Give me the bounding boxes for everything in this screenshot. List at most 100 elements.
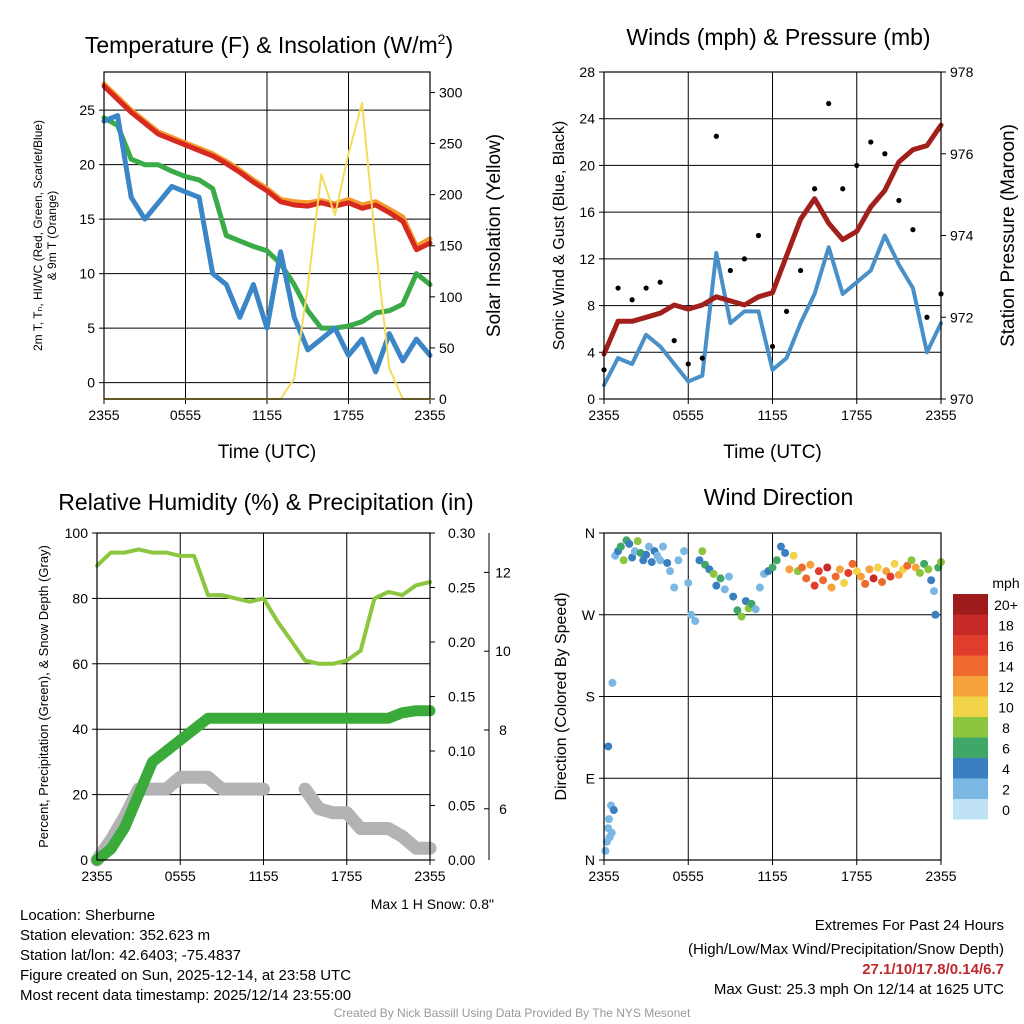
direction-point	[601, 846, 610, 855]
y2-tick-label: 50	[439, 340, 455, 356]
y2-tick-label: 0.05	[448, 798, 475, 814]
direction-point	[642, 550, 651, 559]
chart-title: Winds (mph) & Pressure (mb)	[626, 24, 930, 50]
y-tick-label: 24	[579, 111, 595, 127]
y-tick-label: 5	[87, 320, 95, 336]
direction-point	[927, 576, 936, 585]
gust-point	[826, 100, 832, 107]
station-info: Location: Sherburne Station elevation: 3…	[20, 906, 351, 1006]
direction-point	[890, 559, 899, 568]
panel-winds: 0 4 8 12 16 20 24 28 970 972 974 976 978 2355 0555 1155…	[551, 24, 1019, 463]
series-station-pressure	[601, 122, 944, 357]
y3-tick-label: 10	[495, 643, 511, 659]
direction-point	[755, 583, 764, 592]
y-tick-label: 16	[579, 204, 595, 220]
direction-point	[737, 612, 746, 621]
colorbar-label: 8	[1002, 720, 1010, 736]
gust-point	[910, 227, 916, 233]
x-tick-label: 1755	[841, 868, 872, 884]
direction-point	[709, 569, 718, 578]
direction-point	[814, 567, 823, 576]
direction-point	[831, 572, 840, 581]
direction-point	[835, 565, 844, 574]
direction-point	[698, 547, 707, 556]
y2-tick-label: 0.20	[448, 634, 475, 650]
y2-tick-label: 978	[950, 64, 974, 80]
x-tick-label: 1755	[841, 407, 872, 423]
gust-point	[868, 139, 874, 145]
extremes-values: 27.1/10/17.8/0.14/6.7	[862, 961, 1004, 978]
extremes-panel: Extremes For Past 24 Hours (High/Low/Max…	[688, 916, 1004, 1000]
colorbar-label: 18	[998, 618, 1014, 634]
y-tick-label: 60	[72, 656, 88, 672]
direction-point	[785, 565, 794, 574]
direction-point	[869, 574, 878, 583]
direction-point	[695, 556, 704, 565]
series-precipitation	[91, 705, 436, 866]
direction-point	[720, 585, 729, 594]
max-hourly-snow: Max 1 H Snow: 0.8"	[370, 896, 494, 912]
direction-point	[604, 815, 613, 824]
direction-point	[607, 828, 616, 837]
colorbar-label: 16	[998, 638, 1014, 654]
gust-point	[657, 279, 663, 285]
gust-point	[713, 133, 719, 139]
series-2m-t	[101, 83, 433, 253]
colorbar-swatch	[953, 594, 988, 615]
y-axis-label-2: & 9m T (Orange)	[45, 191, 59, 281]
y2-tick-label: 974	[950, 228, 974, 244]
series-hi-wc	[101, 113, 433, 375]
direction-point	[878, 578, 887, 587]
y-tick-label: 0	[87, 375, 95, 391]
y-tick-label: 40	[72, 721, 88, 737]
direction-point	[789, 551, 798, 560]
direction-point	[633, 537, 642, 546]
y2-tick-label: 0.10	[448, 743, 475, 759]
x-tick-label: 0555	[673, 407, 704, 423]
colorbar-swatch	[953, 778, 988, 799]
x-tick-label: 2355	[414, 407, 445, 423]
x-tick-label: 1155	[757, 868, 787, 884]
chart-title: Wind Direction	[704, 484, 854, 510]
direction-point	[625, 539, 634, 548]
direction-point	[819, 576, 828, 585]
direction-point	[886, 572, 895, 581]
direction-point	[823, 563, 832, 572]
x-tick-label: 1155	[757, 407, 787, 423]
colorbar-label: 14	[998, 659, 1014, 675]
y-tick-label: 10	[79, 266, 95, 282]
y-tick-label: W	[582, 607, 596, 623]
y3-tick-label: 6	[499, 801, 507, 817]
direction-point	[616, 542, 625, 551]
y-tick-label: 28	[579, 64, 595, 80]
x-tick-label: 0555	[165, 868, 196, 884]
x-tick-label: 2355	[414, 868, 445, 884]
y2-tick-label: 0	[439, 391, 447, 407]
colorbar-swatch	[953, 737, 988, 758]
x-tick-label: 1755	[333, 407, 364, 423]
y2-axis-label: Solar Insolation (Yellow)	[484, 134, 505, 337]
direction-point	[802, 574, 811, 583]
x-tick-label: 0555	[170, 407, 201, 423]
y-tick-label: 20	[579, 157, 595, 173]
plot-border	[103, 71, 431, 400]
gust-point	[685, 361, 691, 367]
series-relative-humidity	[95, 547, 432, 666]
y2-tick-label: 250	[439, 136, 463, 152]
y2-tick-label: 200	[439, 187, 463, 203]
direction-point	[911, 563, 920, 572]
colorbar-swatch	[953, 696, 988, 717]
direction-point	[840, 578, 849, 587]
y-tick-label: 80	[72, 590, 88, 606]
extremes-title: Extremes For Past 24 Hours	[814, 917, 1004, 934]
y-tick-label: 4	[587, 344, 595, 360]
x-axis-label: Time (UTC)	[218, 442, 317, 463]
x-tick-label: 2355	[88, 407, 119, 423]
x-axis-label: Time (UTC)	[723, 442, 822, 463]
direction-point	[712, 581, 721, 590]
y2-tick-label: 972	[950, 309, 974, 325]
colorbar-swatch	[953, 655, 988, 676]
y-tick-label: S	[586, 689, 595, 705]
speed-colorbar: mph 20+ 18 16 14 12 10 8 6 4 2 0	[953, 575, 1020, 820]
